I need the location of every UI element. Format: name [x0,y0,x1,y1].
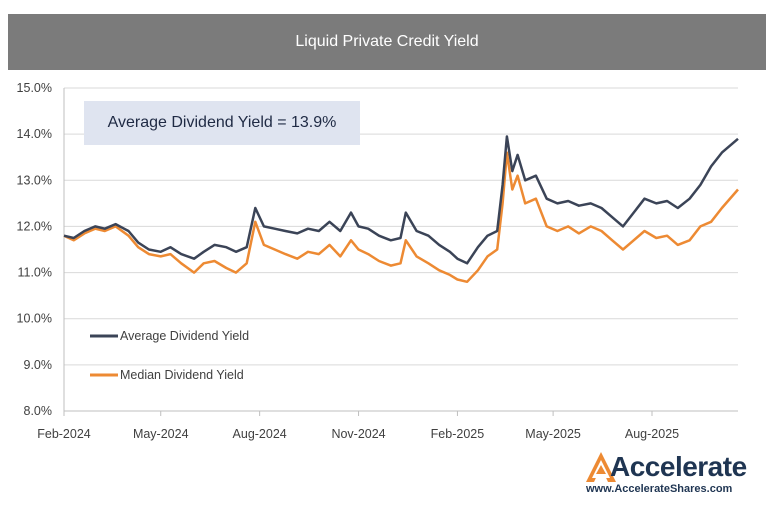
y-tick-label: 15.0% [17,81,52,95]
x-tick-label: Feb-2024 [37,427,91,441]
y-tick-label: 10.0% [17,312,52,326]
x-tick-label: May-2024 [133,427,189,441]
chart-title: Liquid Private Credit Yield [295,33,479,50]
y-tick-label: 12.0% [17,219,52,233]
series-line-median-dividend-yield [63,151,739,284]
legend-label-average: Average Dividend Yield [120,329,249,343]
annotation-box: Average Dividend Yield = 13.9% [84,101,360,145]
x-tick-label: Feb-2025 [431,427,485,441]
x-tick-label: Nov-2024 [331,427,385,441]
series-lines [63,135,739,284]
x-tick-label: Aug-2024 [233,427,287,441]
logo-a-mark-icon [586,452,616,482]
y-tick-label: 9.0% [24,358,53,372]
y-axis-ticks: 8.0% 9.0% 10.0% 11.0% 12.0% 13.0% 14.0% 15.0% [17,81,52,418]
y-tick-label: 8.0% [24,404,53,418]
logo-wordmark: Accelerate [610,451,747,482]
y-tick-label: 13.0% [17,173,52,187]
series-line-average-dividend-yield [63,135,739,265]
x-axis-ticks: Feb-2024 May-2024 Aug-2024 Nov-2024 Feb-2025… [37,411,679,441]
y-tick-label: 14.0% [17,127,52,141]
x-tick-label: May-2025 [525,427,581,441]
chart-title-bar: Liquid Private Credit Yield [8,14,766,70]
logo-url: www.AccelerateShares.com [586,483,733,495]
x-tick-label: Aug-2025 [625,427,679,441]
legend: Average Dividend Yield Median Dividend Y… [90,329,249,382]
legend-label-median: Median Dividend Yield [120,368,244,382]
accelerate-logo: Accelerate www.AccelerateShares.com [586,450,766,498]
annotation-text: Average Dividend Yield = 13.9% [107,114,337,131]
y-tick-label: 11.0% [17,266,52,280]
